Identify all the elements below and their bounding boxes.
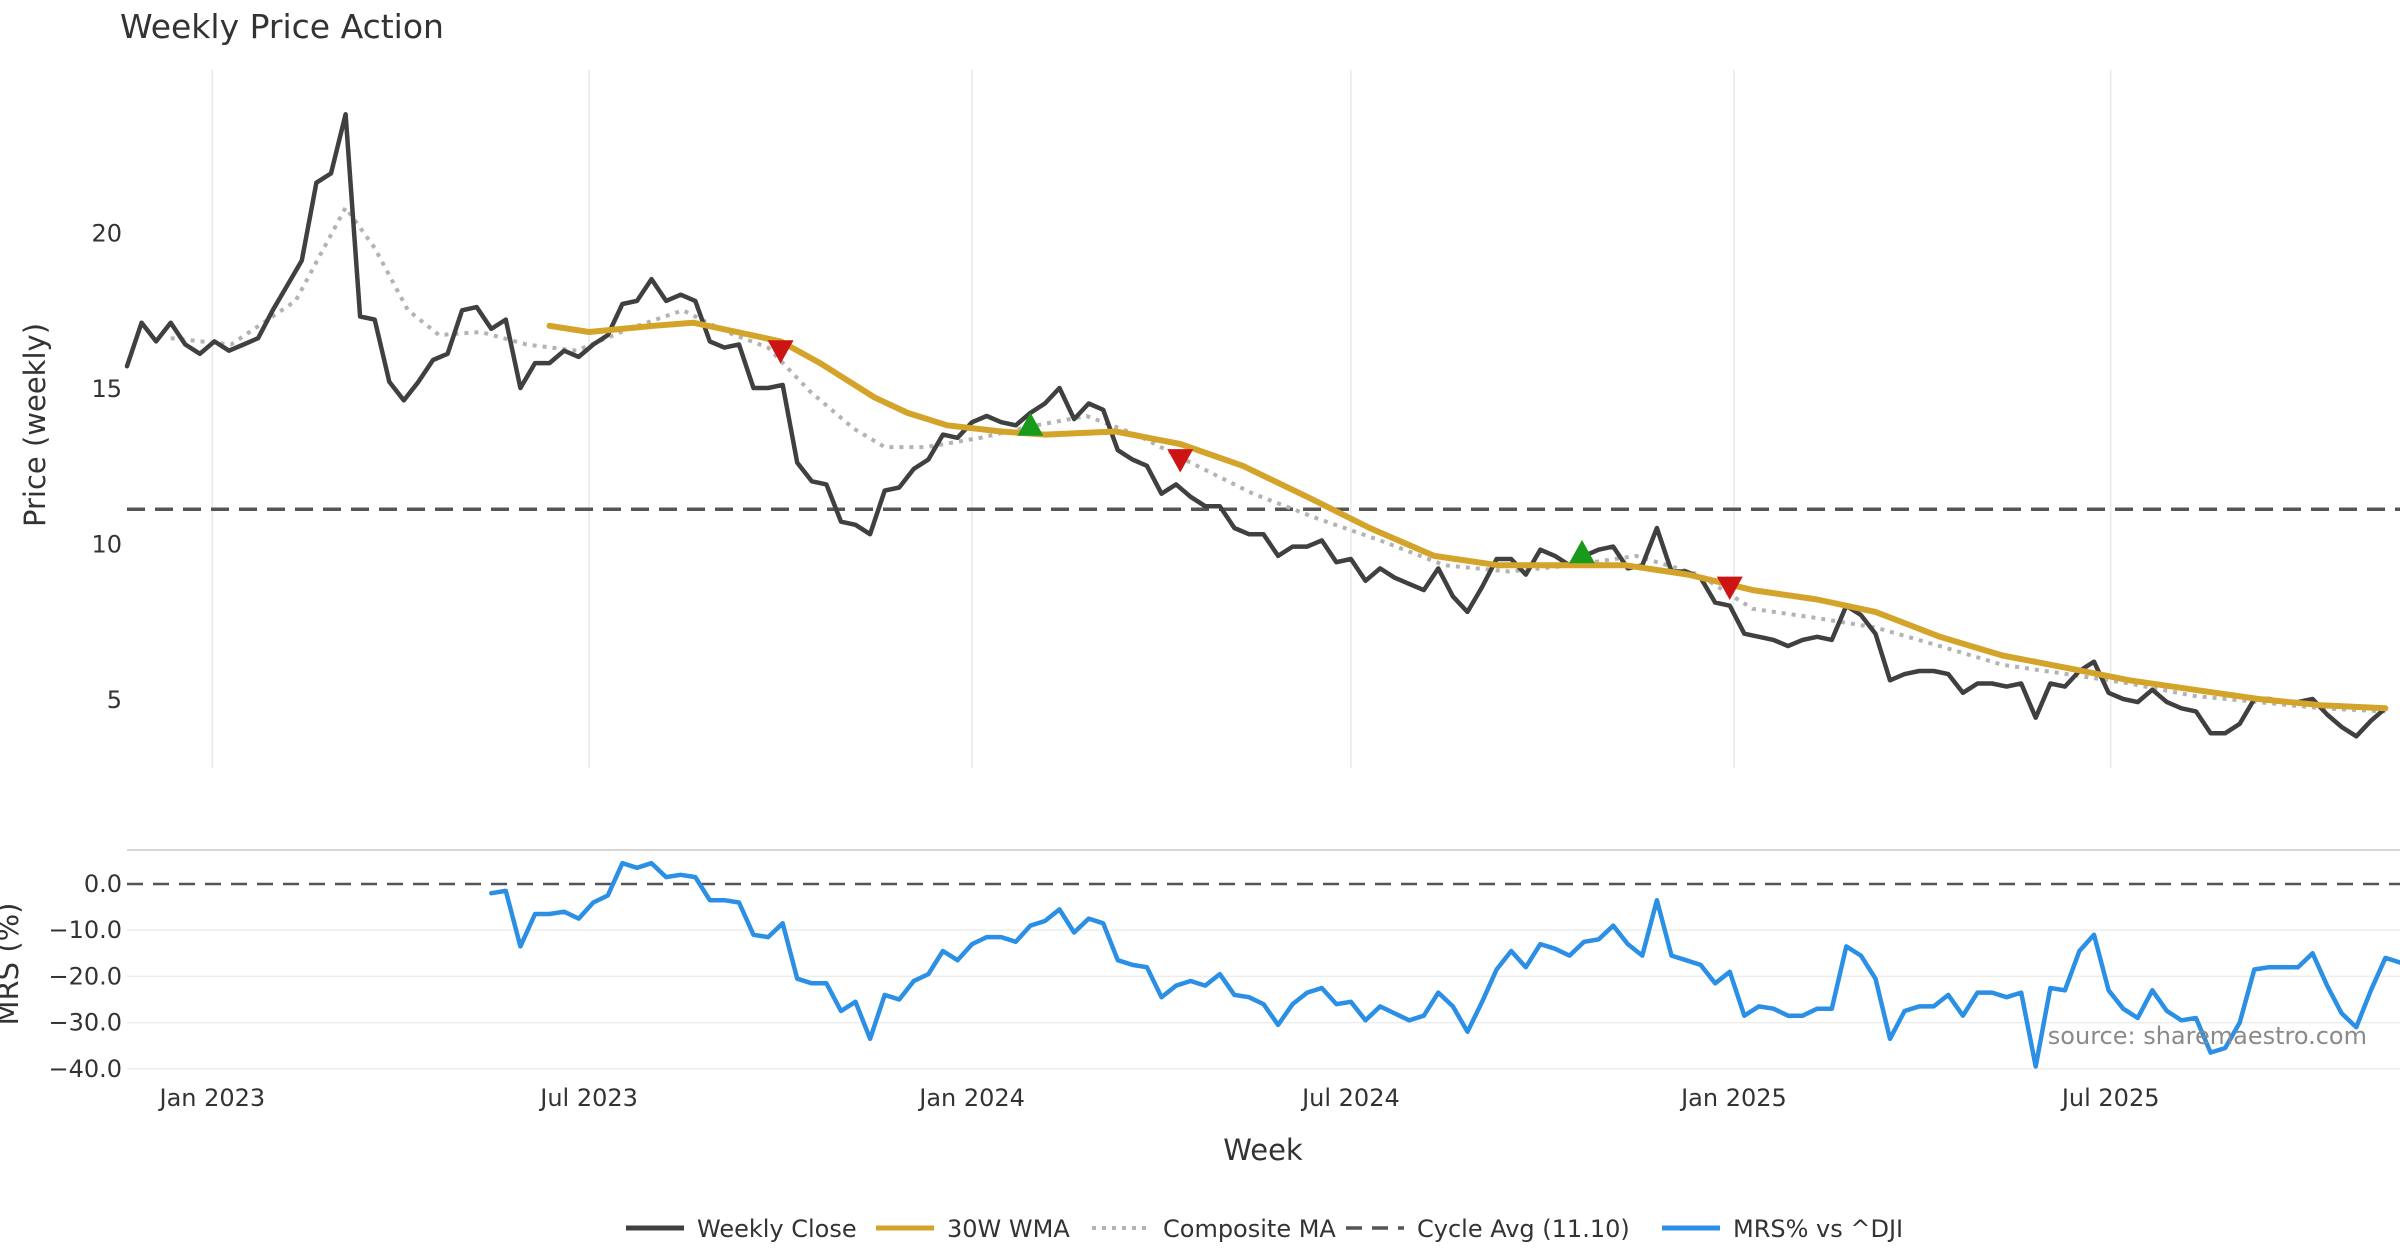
legend-label-2: Composite MA [1163, 1215, 1336, 1243]
buy-signal-marker-1 [1017, 412, 1044, 436]
legend-label-4: MRS% vs ^DJI [1733, 1215, 1903, 1243]
x-tick-label-5: Jul 2025 [2060, 1084, 2160, 1112]
price-ytick-label-1: 10 [91, 531, 122, 559]
chart-title: Weekly Price Action [120, 7, 444, 46]
x-tick-label-1: Jul 2023 [538, 1084, 638, 1112]
legend-label-1: 30W WMA [947, 1215, 1070, 1243]
mrs-line [489, 860, 2400, 1069]
weekly-close-line [124, 112, 2388, 739]
mrs-ytick-label-1: −10.0 [48, 916, 122, 944]
mrs-ytick-label-4: −40.0 [48, 1055, 122, 1083]
price-ytick-label-0: 5 [107, 686, 122, 714]
mrs-ytick-label-0: 0.0 [84, 870, 122, 898]
x-tick-label-0: Jan 2023 [157, 1084, 265, 1112]
sell-signal-marker-4 [1716, 576, 1743, 601]
price-ytick-label-2: 15 [91, 375, 122, 403]
x-axis-label: Week [1223, 1133, 1303, 1167]
mrs-ytick-label-2: −20.0 [48, 962, 122, 990]
sell-signal-marker-0 [767, 340, 794, 364]
sell-signal-marker-2 [1167, 449, 1194, 473]
buy-signal-marker-3 [1568, 539, 1595, 564]
x-tick-label-4: Jan 2025 [1679, 1084, 1787, 1112]
legend-label-0: Weekly Close [697, 1215, 857, 1243]
legend-label-3: Cycle Avg (11.10) [1417, 1215, 1630, 1243]
wma-30w-line [546, 319, 2389, 712]
composite-ma-line [170, 205, 2386, 714]
mrs-ytick-label-3: −30.0 [48, 1009, 122, 1037]
x-tick-label-3: Jul 2024 [1300, 1084, 1400, 1112]
watermark-text: source: sharemaestro.com [2048, 1022, 2367, 1050]
price-axis-label: Price (weekly) [18, 323, 52, 527]
price-ytick-label-3: 20 [91, 220, 122, 248]
mrs-axis-label: MRS (%) [0, 903, 25, 1026]
x-tick-label-2: Jan 2024 [917, 1084, 1025, 1112]
